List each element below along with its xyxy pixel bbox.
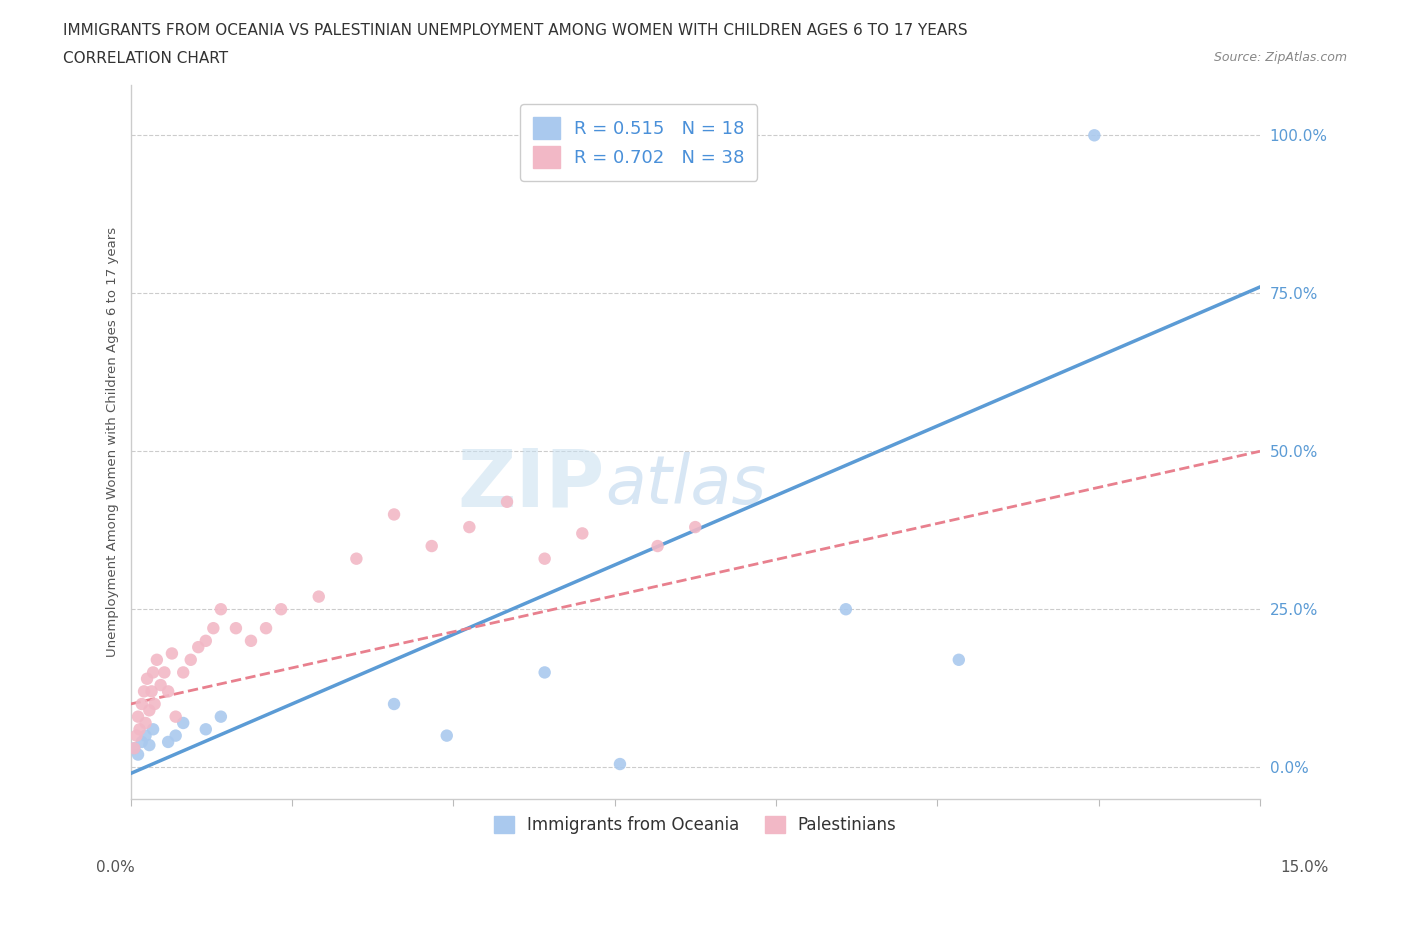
Point <box>225 620 247 635</box>
Point <box>647 538 669 553</box>
Point <box>132 684 155 698</box>
Text: Source: ZipAtlas.com: Source: ZipAtlas.com <box>1213 51 1347 64</box>
Point <box>202 620 225 635</box>
Point <box>122 741 145 756</box>
Text: 0.0%: 0.0% <box>96 860 135 875</box>
Point <box>127 710 149 724</box>
Point <box>533 551 555 566</box>
Point <box>948 652 970 667</box>
Point <box>187 640 209 655</box>
Point <box>131 735 153 750</box>
Point <box>209 710 232 724</box>
Point <box>270 602 292 617</box>
Point <box>149 678 172 693</box>
Point <box>141 684 163 698</box>
Point <box>131 697 153 711</box>
Y-axis label: Unemployment Among Women with Children Ages 6 to 17 years: Unemployment Among Women with Children A… <box>107 227 120 657</box>
Point <box>420 538 443 553</box>
Point <box>209 602 232 617</box>
Point <box>683 520 706 535</box>
Point <box>240 633 263 648</box>
Point <box>135 715 157 730</box>
Point <box>382 697 405 711</box>
Point <box>142 665 165 680</box>
Point <box>135 728 157 743</box>
Point <box>138 737 160 752</box>
Point <box>1083 127 1105 142</box>
Text: IMMIGRANTS FROM OCEANIA VS PALESTINIAN UNEMPLOYMENT AMONG WOMEN WITH CHILDREN AG: IMMIGRANTS FROM OCEANIA VS PALESTINIAN U… <box>63 23 967 38</box>
Point <box>128 722 150 737</box>
Point <box>165 728 187 743</box>
Point <box>160 646 183 661</box>
Point <box>146 652 169 667</box>
Point <box>344 551 367 566</box>
Point <box>138 703 160 718</box>
Point <box>172 715 194 730</box>
Point <box>571 526 593 541</box>
Point <box>382 507 405 522</box>
Point <box>153 665 176 680</box>
Point <box>308 590 330 604</box>
Text: ZIP: ZIP <box>457 445 605 524</box>
Point <box>194 722 217 737</box>
Point <box>125 728 148 743</box>
Point <box>165 710 187 724</box>
Point <box>127 747 149 762</box>
Legend: Immigrants from Oceania, Palestinians: Immigrants from Oceania, Palestinians <box>488 809 903 841</box>
Point <box>254 620 277 635</box>
Text: 15.0%: 15.0% <box>1281 860 1329 875</box>
Point <box>458 520 481 535</box>
Point <box>609 757 631 772</box>
Point <box>172 665 194 680</box>
Point <box>122 741 145 756</box>
Point <box>143 697 166 711</box>
Point <box>180 652 202 667</box>
Point <box>835 602 858 617</box>
Point <box>194 633 217 648</box>
Point <box>436 728 458 743</box>
Text: atlas: atlas <box>605 452 766 518</box>
Point <box>157 735 180 750</box>
Point <box>136 671 159 686</box>
Text: CORRELATION CHART: CORRELATION CHART <box>63 51 228 66</box>
Point <box>533 665 555 680</box>
Point <box>496 495 519 510</box>
Point <box>142 722 165 737</box>
Point <box>157 684 180 698</box>
